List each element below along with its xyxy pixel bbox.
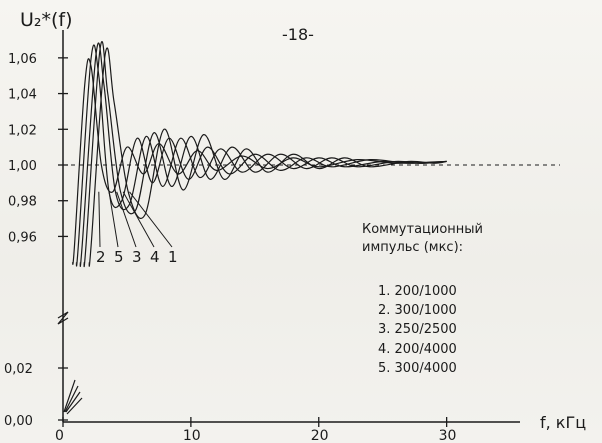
y-tick-label: 1,04 bbox=[8, 88, 37, 103]
x-tick-label: 30 bbox=[439, 428, 457, 443]
legend-item: 4. 200/4000 bbox=[378, 342, 457, 357]
series-line-4 bbox=[83, 40, 447, 268]
curve-label: 1 bbox=[168, 248, 178, 266]
curve-pointer bbox=[108, 191, 119, 248]
curve-pointer bbox=[116, 191, 137, 248]
legend-item: 1. 200/1000 bbox=[378, 284, 457, 299]
legend-title-line1: Коммутационный bbox=[362, 222, 483, 237]
x-tick-label: 20 bbox=[311, 428, 329, 443]
y-tick-label: 0,98 bbox=[8, 195, 37, 210]
legend-item: 2. 300/1000 bbox=[378, 303, 457, 318]
x-axis-label: f, кГц bbox=[540, 413, 586, 432]
y-tick-label: 1,02 bbox=[8, 123, 37, 138]
low-level-strokes bbox=[63, 379, 83, 415]
legend-title-line2: импульс (мкс): bbox=[362, 240, 463, 255]
series-line-5 bbox=[88, 47, 447, 267]
y-tick-label: 1,06 bbox=[8, 52, 37, 67]
y-tick-label: 0,00 bbox=[4, 414, 33, 429]
series-line-2 bbox=[75, 44, 447, 267]
curve-label: 4 bbox=[150, 248, 160, 266]
curve-pointer bbox=[122, 191, 155, 248]
curve-label: 5 bbox=[114, 248, 124, 266]
curve-label: 3 bbox=[132, 248, 142, 266]
legend-item: 3. 250/2500 bbox=[378, 322, 457, 337]
y-tick-label: 0,02 bbox=[4, 362, 33, 377]
legend: Коммутационный импульс (мкс): 1. 200/100… bbox=[362, 222, 483, 376]
x-tick-label: 0 bbox=[55, 428, 64, 443]
curve-label: 2 bbox=[96, 248, 106, 266]
legend-item: 5. 300/4000 bbox=[378, 361, 457, 376]
y-tick-label: 0,96 bbox=[8, 230, 37, 245]
page-number: -18- bbox=[282, 25, 314, 44]
y-axis-label: U₂*(f) bbox=[20, 9, 73, 31]
x-tick-label: 10 bbox=[183, 428, 201, 443]
y-axis-break bbox=[57, 311, 69, 325]
curve-pointer bbox=[129, 191, 173, 248]
series-line-1 bbox=[71, 58, 447, 265]
y-tick-label: 1,00 bbox=[8, 159, 37, 174]
curve-pointer bbox=[98, 191, 101, 248]
